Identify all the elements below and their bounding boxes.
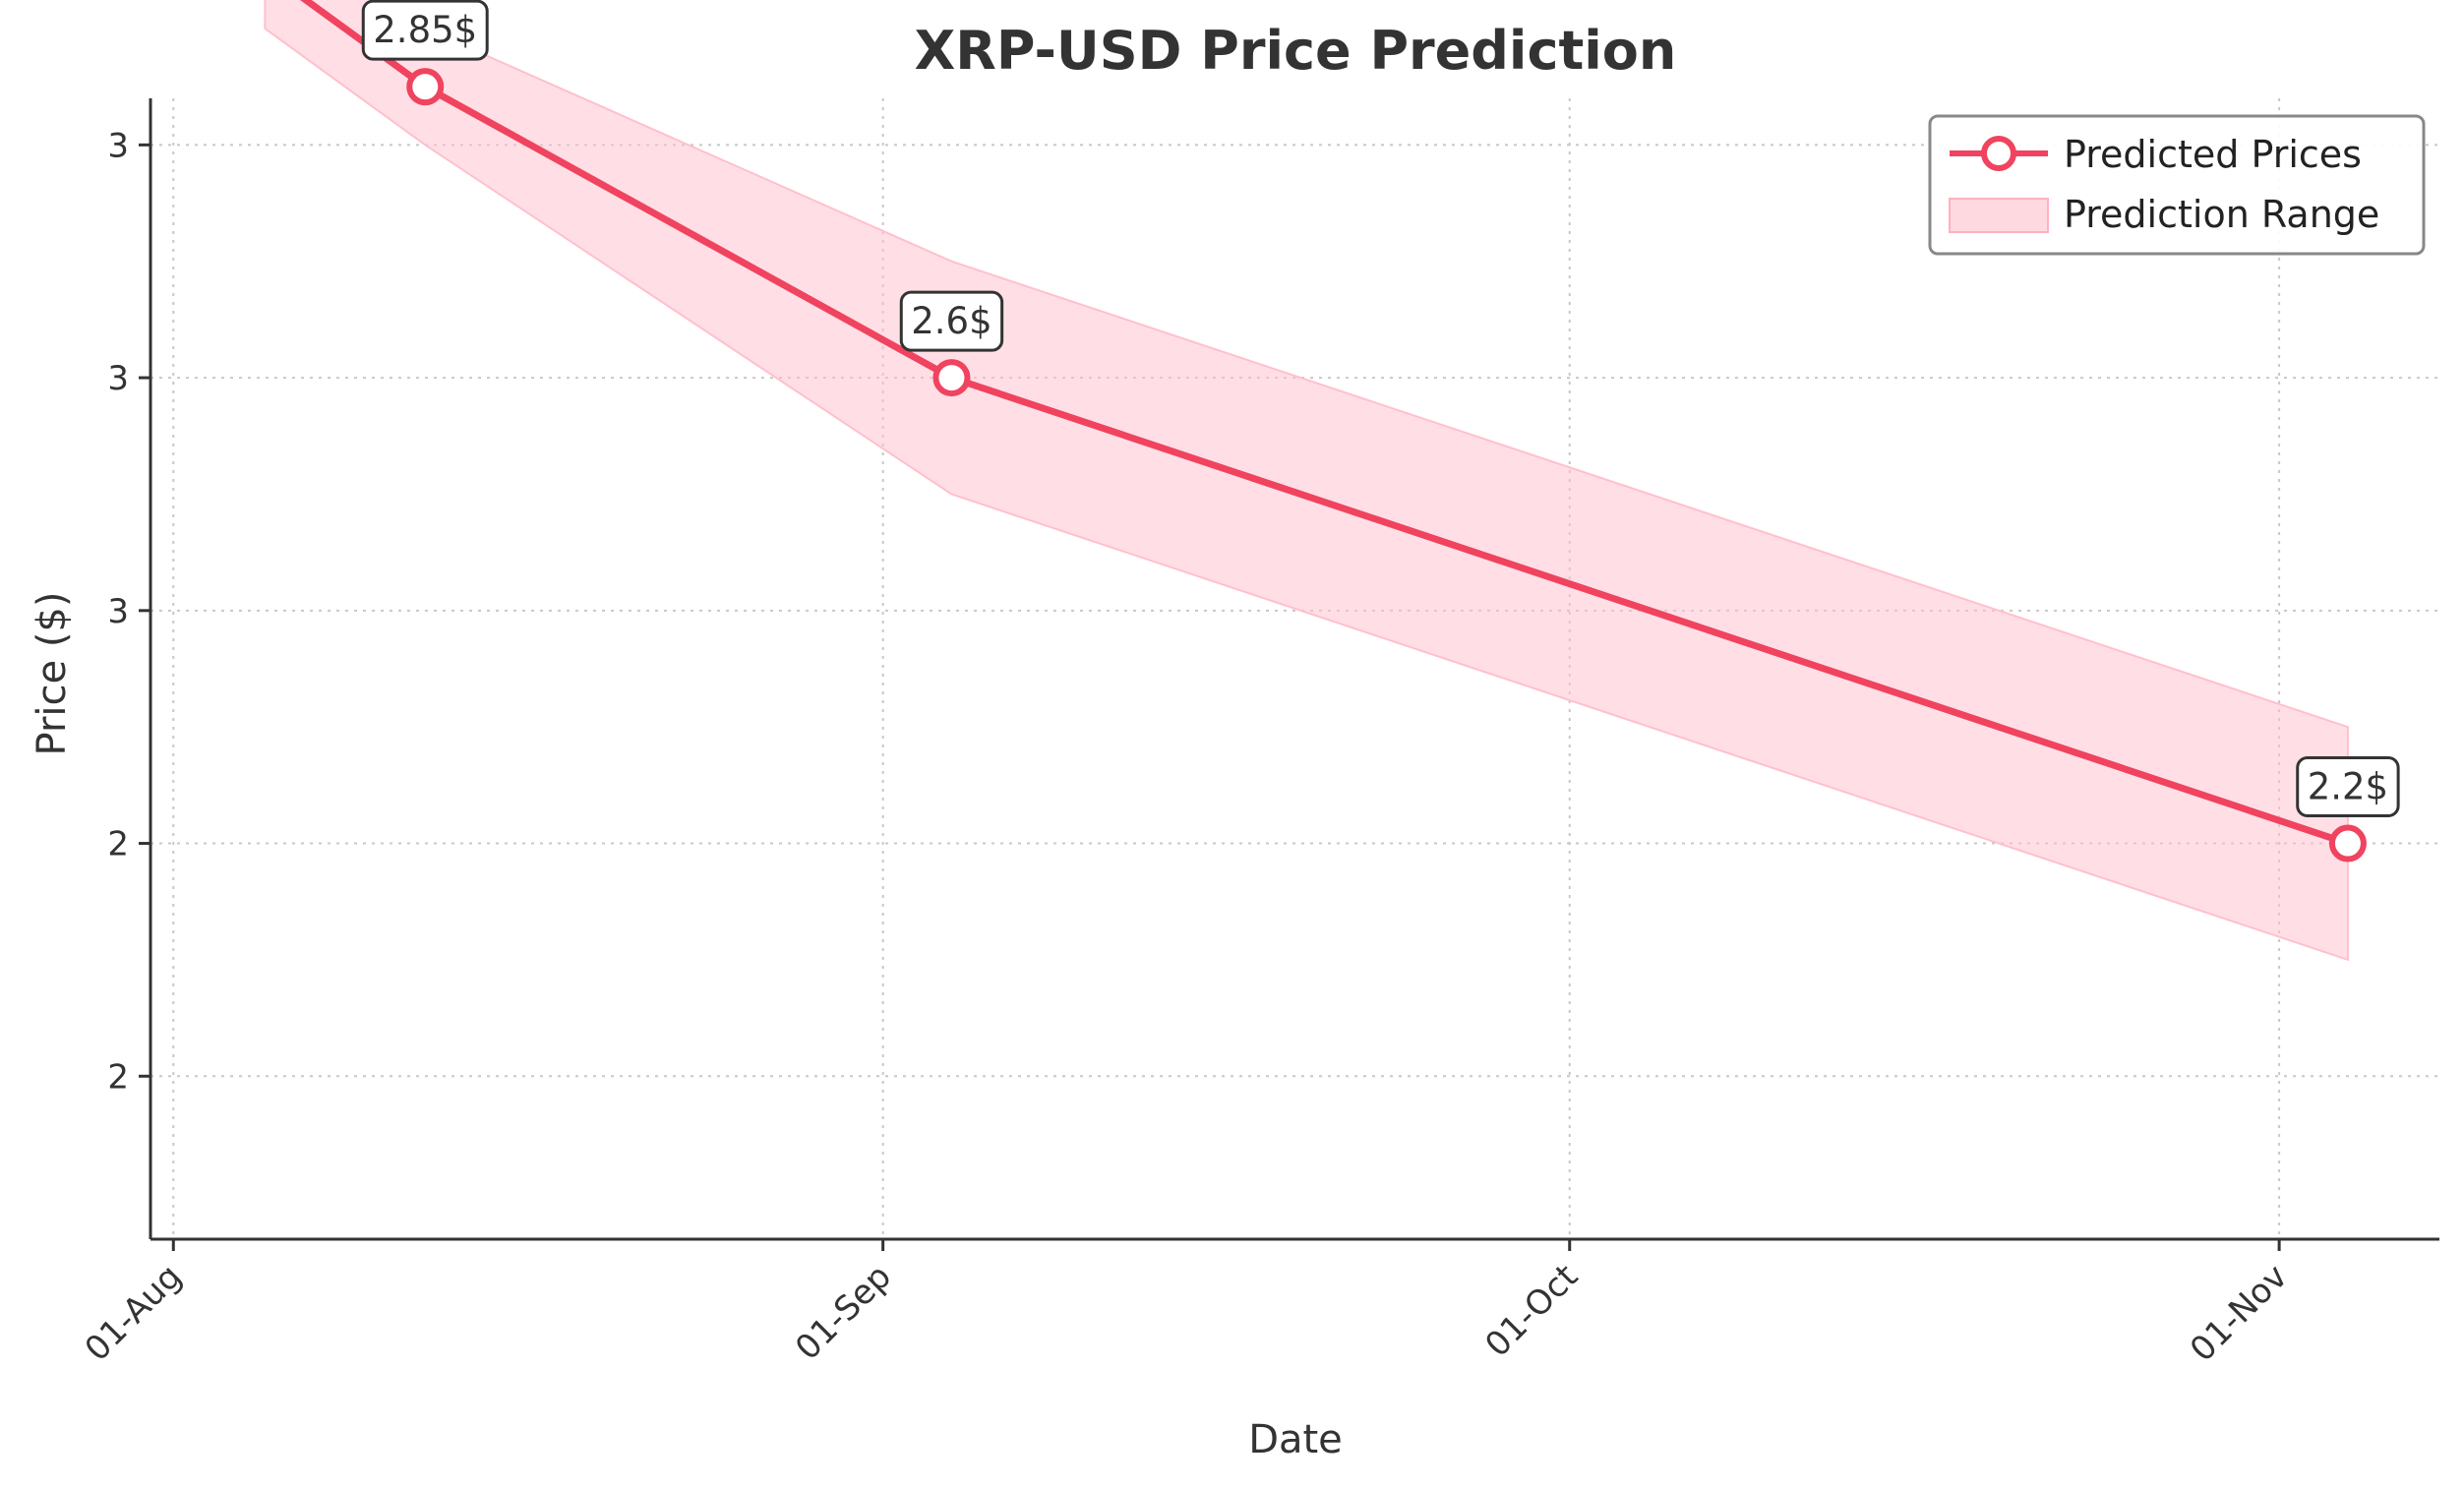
predicted-prices-series	[299, 0, 2367, 863]
y-tick-label: 3	[107, 592, 129, 631]
x-tick-label: 01-Oct	[1477, 1257, 1586, 1365]
legend: Predicted Prices Prediction Range	[1928, 114, 2426, 256]
x-axis-label: Date	[1248, 1417, 1343, 1462]
prediction-range-band	[264, 0, 2349, 962]
data-label-group: 2.6$	[899, 290, 1004, 352]
y-tick-label: 2	[107, 1057, 129, 1097]
y-tick-label: 2	[107, 825, 129, 864]
predicted-price-point	[2328, 824, 2367, 863]
data-label: 2.6$	[911, 300, 992, 342]
predicted-price-point	[406, 68, 445, 106]
data-label-box	[2296, 756, 2400, 818]
legend-marker-swatch	[1981, 136, 2016, 171]
x-axis-ticks: 01-Aug 01-Sep 01-Oct 01-Nov	[78, 1239, 2295, 1370]
predicted-prices-line	[299, 0, 2350, 847]
data-label: 2.2$	[2308, 766, 2388, 808]
data-label-box	[361, 0, 489, 61]
prediction-range-area	[264, 0, 2349, 962]
data-label-group: 2.85$	[361, 0, 489, 61]
legend-label-prediction-range: Prediction Range	[2064, 193, 2379, 236]
data-label-group: 2.2$	[2296, 756, 2400, 818]
chart-title: XRP-USD Price Prediction	[915, 20, 1677, 82]
data-label-box	[899, 290, 1004, 352]
data-labels: 2.95$2.85$2.6$2.2$	[361, 0, 2400, 818]
legend-frame	[1928, 114, 2426, 256]
y-tick-label: 3	[107, 126, 129, 165]
y-tick-label: 3	[107, 359, 129, 398]
x-tick-label: 01-Sep	[788, 1257, 899, 1368]
legend-label-predicted-prices: Predicted Prices	[2064, 133, 2362, 176]
data-label: 2.85$	[373, 9, 477, 51]
y-axis-label: Price ($)	[30, 592, 75, 756]
x-tick-label: 01-Aug	[78, 1257, 190, 1369]
predicted-price-point	[932, 359, 971, 397]
x-tick-label: 01-Nov	[2183, 1257, 2295, 1369]
y-axis-ticks: 2 2 3 3 3	[107, 126, 150, 1097]
legend-band-swatch	[1949, 198, 2049, 233]
axes	[149, 98, 2439, 1241]
